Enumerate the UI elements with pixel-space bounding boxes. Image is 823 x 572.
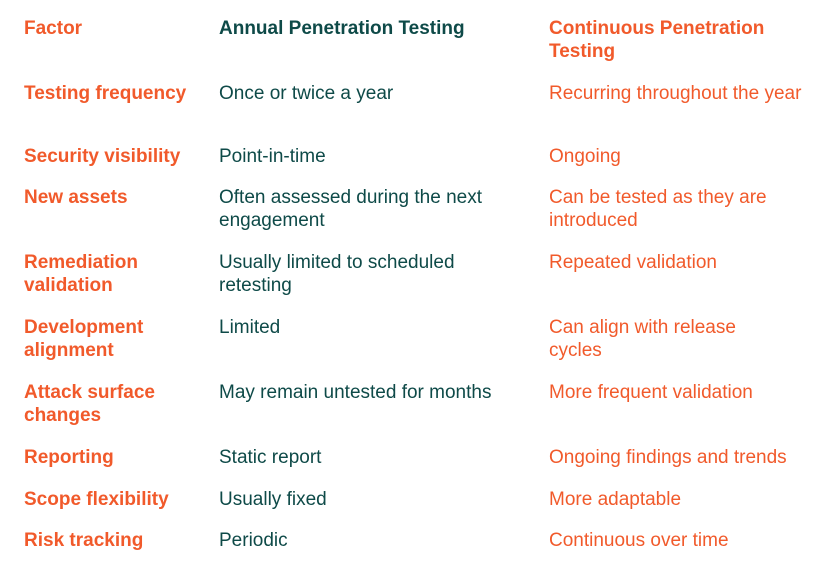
continuous-cell: Ongoing findings and trends	[549, 447, 787, 468]
header-continuous: Continuous Penetration Testing	[549, 18, 765, 62]
factor-cell: Testing frequency	[24, 83, 187, 104]
header-annual: Annual Penetration Testing	[219, 18, 465, 39]
factor-cell: New assets	[24, 187, 128, 208]
factor-cell: Development alignment	[24, 317, 144, 361]
continuous-cell: Ongoing	[549, 146, 621, 167]
header-factor: Factor	[24, 18, 83, 39]
continuous-cell: More adaptable	[549, 489, 682, 510]
continuous-cell: Repeated validation	[549, 252, 717, 273]
annual-cell: May remain untested for months	[219, 382, 492, 403]
factor-cell: Risk tracking	[24, 530, 144, 551]
factor-cell: Scope flexibility	[24, 489, 169, 510]
continuous-cell: Recurring throughout the year	[549, 83, 802, 104]
continuous-cell: Continuous over time	[549, 530, 729, 551]
annual-cell: Static report	[219, 447, 322, 468]
annual-cell: Usually limited to scheduled retesting	[219, 252, 455, 296]
continuous-cell: More frequent validation	[549, 382, 753, 403]
annual-cell: Usually fixed	[219, 489, 327, 510]
continuous-cell: Can align with release cycles	[549, 317, 736, 361]
annual-cell: Limited	[219, 317, 281, 338]
annual-cell: Often assessed during the next engagemen…	[219, 187, 482, 231]
annual-cell: Once or twice a year	[219, 83, 394, 104]
factor-cell: Remediation validation	[24, 252, 139, 296]
annual-cell: Point-in-time	[219, 146, 326, 167]
factor-cell: Attack surface changes	[24, 382, 155, 426]
factor-cell: Security visibility	[24, 146, 181, 167]
continuous-cell: Can be tested as they are introduced	[549, 187, 767, 231]
factor-cell: Reporting	[24, 447, 114, 468]
annual-cell: Periodic	[219, 530, 288, 551]
